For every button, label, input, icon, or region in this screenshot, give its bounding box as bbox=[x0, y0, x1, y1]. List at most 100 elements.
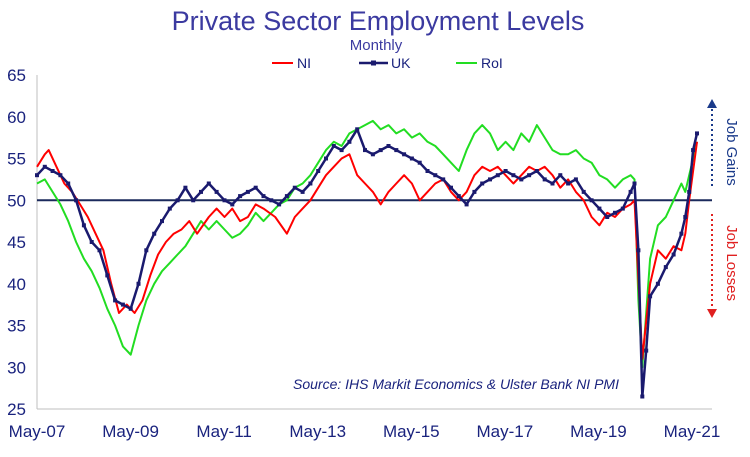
y-tick-label: 45 bbox=[7, 233, 26, 252]
data-point-uk bbox=[655, 281, 660, 286]
x-tick-label: May-21 bbox=[664, 422, 721, 441]
data-point-uk bbox=[687, 189, 692, 194]
data-point-uk bbox=[191, 198, 196, 203]
data-point-uk bbox=[331, 144, 336, 148]
chart-title: Private Sector Employment Levels bbox=[172, 6, 585, 36]
data-point-uk bbox=[284, 194, 289, 199]
job-losses-label: Job Losses bbox=[723, 225, 740, 301]
data-point-uk bbox=[136, 281, 141, 286]
data-point-uk bbox=[269, 198, 274, 203]
data-point-uk bbox=[222, 198, 227, 203]
series-line-uk bbox=[36, 128, 699, 398]
legend: NI UK RoI bbox=[272, 55, 503, 71]
data-point-uk bbox=[35, 173, 39, 178]
data-point-uk bbox=[519, 177, 524, 182]
data-point-uk bbox=[74, 198, 79, 203]
chart-subtitle: Monthly bbox=[350, 37, 403, 54]
data-point-uk bbox=[167, 206, 172, 211]
legend-label-uk: UK bbox=[391, 55, 411, 71]
data-point-uk bbox=[671, 252, 676, 257]
data-point-uk bbox=[253, 185, 258, 190]
data-point-uk bbox=[199, 189, 203, 194]
data-point-uk bbox=[628, 189, 633, 194]
x-tick-label: May-11 bbox=[196, 422, 251, 441]
data-point-uk bbox=[300, 189, 305, 194]
data-point-uk bbox=[105, 273, 110, 278]
data-point-uk bbox=[245, 189, 250, 194]
y-tick-label: 35 bbox=[7, 317, 26, 336]
job-gains-indicator: Job Gains bbox=[707, 99, 740, 186]
source-note: Source: IHS Markit Economics & Ulster Ba… bbox=[293, 376, 619, 392]
data-point-uk bbox=[394, 148, 399, 153]
data-point-uk bbox=[89, 240, 94, 244]
data-point-uk bbox=[679, 231, 684, 236]
y-tick-label: 30 bbox=[7, 358, 26, 377]
data-point-uk bbox=[152, 231, 157, 236]
data-point-uk bbox=[566, 181, 571, 186]
up-arrow-icon bbox=[707, 99, 717, 108]
data-point-uk bbox=[464, 202, 469, 207]
data-point-uk bbox=[378, 148, 383, 153]
data-point-uk bbox=[663, 265, 668, 270]
down-arrow-icon bbox=[707, 309, 717, 318]
y-tick-label: 60 bbox=[7, 108, 26, 127]
x-tick-label: May-13 bbox=[289, 422, 346, 441]
data-point-uk bbox=[409, 156, 414, 161]
y-tick-label: 65 bbox=[7, 66, 26, 85]
x-tick-labels: May-07 May-09 May-11 May-13 May-15 May-17 May-… bbox=[9, 422, 721, 441]
x-tick-label: May-09 bbox=[102, 422, 159, 441]
data-point-uk bbox=[425, 169, 430, 173]
data-point-uk bbox=[550, 181, 555, 186]
data-point-uk bbox=[573, 177, 578, 182]
data-point-uk bbox=[292, 185, 297, 190]
x-tick-label: May-15 bbox=[383, 422, 440, 441]
y-tick-label: 25 bbox=[7, 400, 26, 419]
data-point-uk bbox=[214, 189, 219, 194]
data-point-uk bbox=[175, 198, 180, 203]
data-point-uk bbox=[589, 198, 594, 203]
data-point-uk bbox=[534, 169, 539, 173]
data-point-uk bbox=[644, 348, 649, 353]
data-point-uk bbox=[230, 202, 235, 207]
data-point-uk bbox=[206, 181, 211, 186]
data-point-uk bbox=[488, 177, 492, 182]
data-point-uk bbox=[160, 219, 164, 224]
legend-label-roi: RoI bbox=[481, 55, 503, 71]
data-point-uk bbox=[50, 169, 55, 173]
data-point-uk bbox=[417, 160, 422, 165]
data-point-uk bbox=[636, 248, 641, 253]
legend-label-ni: NI bbox=[297, 55, 311, 71]
data-point-uk bbox=[456, 194, 461, 199]
data-point-uk bbox=[695, 131, 699, 136]
data-point-uk bbox=[472, 189, 477, 194]
job-gains-label: Job Gains bbox=[723, 118, 740, 186]
data-point-uk bbox=[683, 215, 688, 219]
data-point-uk bbox=[120, 302, 125, 307]
data-point-uk bbox=[581, 189, 586, 194]
series-layer bbox=[35, 119, 699, 399]
data-point-uk bbox=[691, 148, 696, 153]
data-point-uk bbox=[113, 298, 118, 303]
data-point-uk bbox=[511, 173, 516, 178]
data-point-uk bbox=[66, 181, 71, 186]
data-point-uk bbox=[386, 144, 391, 148]
y-tick-label: 40 bbox=[7, 275, 26, 294]
y-tick-labels: 25 30 35 40 45 50 55 60 65 bbox=[7, 66, 26, 419]
data-point-uk bbox=[632, 181, 637, 186]
y-tick-label: 55 bbox=[7, 150, 26, 169]
data-point-uk bbox=[605, 215, 610, 219]
legend-item-roi: RoI bbox=[456, 55, 503, 71]
data-point-uk bbox=[503, 169, 508, 173]
legend-item-ni: NI bbox=[272, 55, 311, 71]
data-point-uk bbox=[433, 173, 438, 178]
data-point-uk bbox=[527, 173, 532, 178]
data-point-uk bbox=[339, 148, 344, 153]
data-point-uk bbox=[370, 152, 375, 157]
data-point-uk bbox=[558, 173, 563, 178]
data-point-uk bbox=[355, 127, 360, 132]
data-point-uk bbox=[277, 202, 282, 207]
data-point-uk bbox=[58, 173, 63, 178]
data-point-uk bbox=[238, 194, 243, 199]
